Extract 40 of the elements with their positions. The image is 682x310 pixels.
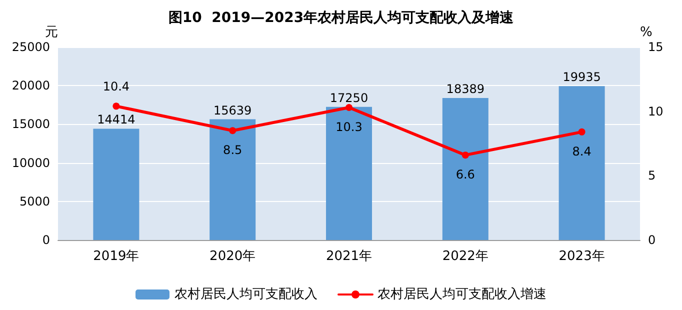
data-label: 18389 [446, 82, 484, 96]
legend-label: 农村居民人均可支配收入增速 [378, 287, 546, 302]
x-tick-label: 2022年 [442, 249, 488, 264]
bar [326, 106, 372, 240]
x-tick-label: 2019年 [93, 249, 140, 264]
point [578, 128, 586, 136]
y-tick-label: 10000 [12, 156, 50, 170]
data-label: 8.5 [223, 143, 242, 158]
x-tick-label: 2023年 [558, 249, 605, 264]
data-label: 6.6 [456, 168, 475, 182]
point [112, 102, 120, 110]
y-tick-label: 15000 [12, 117, 50, 132]
y-axis-title: 元 [45, 25, 58, 40]
y2-tick-label: 5 [648, 168, 656, 183]
y2-tick-label: 0 [648, 233, 656, 247]
point [462, 152, 469, 159]
y-tick-label: 5000 [19, 194, 50, 208]
point [229, 127, 236, 134]
data-label: 10.4 [102, 80, 130, 94]
data-label: 14414 [97, 112, 136, 127]
y2-tick-label: 10 [648, 104, 664, 118]
point [346, 104, 352, 111]
y-tick-label: 0 [42, 233, 50, 247]
legend-label: 农村居民人均可支配收入 [174, 287, 318, 302]
data-label: 10.3 [336, 120, 362, 134]
chart-title: 图10 2019—2023年农村居民人均可支配收入及增速 [168, 10, 515, 26]
y-tick-label: 25000 [12, 40, 50, 54]
x-tick-label: 2020年 [210, 249, 256, 264]
y2-axis-title: % [640, 25, 652, 40]
x-tick-label: 2021年 [326, 249, 372, 264]
bar [210, 119, 256, 240]
bar [558, 86, 605, 240]
bar [93, 128, 140, 240]
bar [442, 98, 488, 240]
data-label: 17250 [330, 90, 368, 105]
y-tick-label: 20000 [12, 78, 50, 93]
data-label: 19935 [562, 70, 601, 84]
y2-tick-label: 15 [648, 40, 664, 54]
data-label: 8.4 [572, 144, 592, 158]
data-label: 15639 [214, 103, 252, 118]
